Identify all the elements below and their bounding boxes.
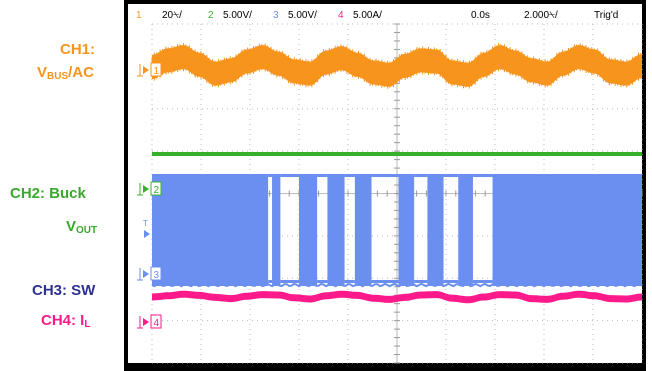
ch3-trace-low bbox=[344, 280, 355, 283]
ch3-switching-block bbox=[492, 174, 642, 286]
ch4-marker-arrow-icon bbox=[143, 318, 149, 326]
ch1-marker-label: 1 bbox=[154, 66, 160, 77]
ch3-switching-block bbox=[327, 174, 345, 286]
ch3-trace-low bbox=[268, 280, 273, 283]
header-ch4-scale: 5.00A/ bbox=[353, 10, 382, 21]
ch3-trace-high bbox=[414, 174, 428, 177]
ch4-marker-box bbox=[150, 314, 162, 329]
ch2-marker-arrow-icon bbox=[143, 185, 149, 193]
ch1-label-signal: VBUS/AC bbox=[37, 64, 94, 82]
ch2-label: CH2: Buck bbox=[10, 185, 86, 202]
ch3-trace-high bbox=[443, 174, 459, 177]
channel-markers: 1 2 3 4 T bbox=[137, 62, 162, 329]
header-trigger-status: Trig'd bbox=[594, 10, 618, 21]
ch3-switching-block bbox=[458, 174, 473, 286]
ch3-trace-low bbox=[472, 280, 493, 283]
ch3-switching-block bbox=[299, 174, 318, 286]
header-ch1-num: 1 bbox=[136, 10, 142, 21]
header-ch3-num: 3 bbox=[273, 10, 279, 21]
trigger-t-icon: T bbox=[143, 219, 148, 228]
ch1-marker-arrow-icon bbox=[143, 66, 149, 74]
header-ch2-scale: 5.00V/ bbox=[223, 10, 252, 21]
ch3-marker-label: 3 bbox=[154, 270, 160, 281]
ch3-switching-block bbox=[398, 174, 415, 286]
ch3-trace-high bbox=[280, 174, 299, 177]
ch3-marker-arrow-icon bbox=[143, 270, 149, 278]
ch3-trace-high bbox=[268, 174, 273, 177]
ch3-switching-block bbox=[152, 174, 269, 286]
ch1-label: CH1: bbox=[60, 41, 95, 58]
oscilloscope-screen: 1 20⍀/ 2 5.00V/ 3 5.00V/ 4 5.00A/ 0.0s 2… bbox=[124, 0, 646, 371]
ch4-marker-label: 4 bbox=[154, 318, 160, 329]
ch4-label: CH4: IL bbox=[41, 312, 91, 330]
ch3-trace-high bbox=[371, 174, 399, 177]
ch3-trace-high bbox=[317, 174, 328, 177]
ch3-switching-block bbox=[272, 174, 281, 286]
ch2-label-signal: VOUT bbox=[66, 218, 98, 236]
ch3-switching-block bbox=[427, 174, 444, 286]
ch1-label-line1: CH1: bbox=[60, 41, 96, 58]
ch3-trace-low bbox=[371, 280, 399, 283]
ch4-trace bbox=[152, 290, 642, 304]
ch3-trace-low bbox=[443, 280, 459, 283]
ch3-trace-low bbox=[414, 280, 428, 283]
ch3-switching-block bbox=[354, 174, 372, 286]
header-ch4-num: 4 bbox=[338, 10, 344, 21]
header-time-scale: 2.000⍀/ bbox=[524, 10, 558, 21]
ch3-marker-box bbox=[150, 266, 162, 281]
header-ch1-scale: 20⍀/ bbox=[162, 10, 182, 21]
ch3-trace-high bbox=[344, 174, 355, 177]
ch3-trace-low bbox=[280, 280, 299, 283]
scope-traces bbox=[151, 43, 643, 304]
ch2-trace bbox=[152, 152, 642, 156]
ch1-marker-box bbox=[150, 62, 162, 77]
ch3-label: CH3: SW bbox=[32, 282, 96, 299]
trigger-level-icon bbox=[144, 230, 150, 238]
header-ch3-scale: 5.00V/ bbox=[288, 10, 317, 21]
ch3-trace-base bbox=[151, 282, 643, 288]
header-ch2-num: 2 bbox=[208, 10, 214, 21]
ch3-trace-low bbox=[317, 280, 328, 283]
header-time-position: 0.0s bbox=[471, 10, 490, 21]
ch2-marker-label: 2 bbox=[154, 185, 160, 196]
ch2-marker-box bbox=[150, 181, 162, 196]
ch3-trace-high bbox=[472, 174, 493, 177]
scope-header: 1 20⍀/ 2 5.00V/ 3 5.00V/ 4 5.00A/ 0.0s 2… bbox=[136, 10, 618, 21]
